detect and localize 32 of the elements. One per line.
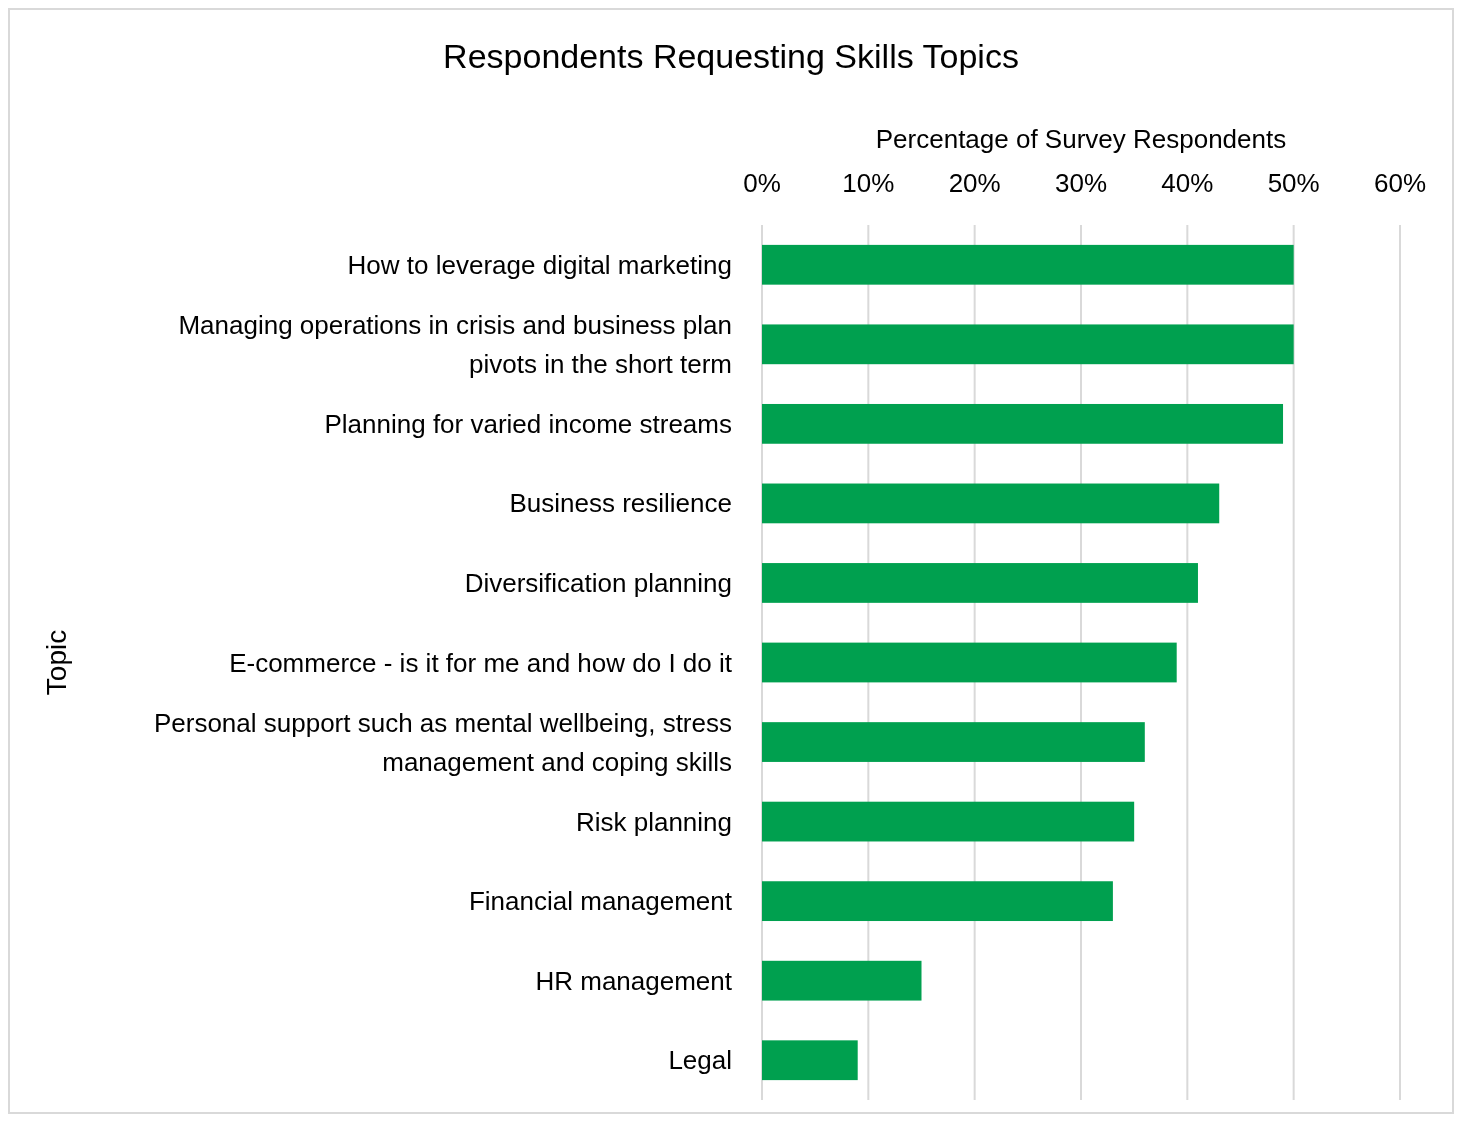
bar [762, 483, 1220, 524]
x-tick-label: 0% [743, 168, 781, 198]
bar [762, 403, 1284, 444]
x-tick-label: 40% [1161, 168, 1214, 198]
x-tick-label: 20% [948, 168, 1001, 198]
x-tick-label: 10% [842, 168, 895, 198]
y-tick-label: Managing operations in crisis and business plan pivots in the short term [178, 309, 732, 379]
x-tick-label: 30% [1054, 168, 1108, 198]
y-tick-label: How to leverage digital marketing [347, 249, 732, 280]
bar [762, 244, 1294, 285]
y-tick-label: Planning for varied income streams [324, 408, 732, 439]
y-tick-label: Financial management [468, 886, 733, 917]
bar [762, 563, 1198, 603]
y-tick-label: Personal support such as mental wellbeing, stress management and coping skills [153, 707, 732, 777]
x-tick-label: 50% [1267, 168, 1320, 198]
y-tick-label: E-commerce - is it for me and how do I do it [229, 647, 733, 678]
y-tick-label: Business resilience [509, 488, 732, 519]
bar [762, 324, 1294, 365]
bar [762, 881, 1113, 922]
bar [762, 722, 1145, 762]
x-axis-title: Percentage of Survey Respondents [875, 124, 1287, 154]
y-tick-label: Legal [668, 1045, 732, 1076]
bar [762, 1040, 858, 1081]
y-tick-label: Diversification planning [464, 567, 732, 598]
y-axis-title: Topic [41, 629, 72, 696]
x-tick-label: 60% [1373, 168, 1427, 198]
y-tick-label: HR management [535, 965, 733, 996]
bar [762, 801, 1135, 842]
bar [762, 642, 1177, 683]
chart-title: Respondents Requesting Skills Topics [443, 37, 1019, 75]
y-tick-label: Risk planning [575, 806, 732, 837]
bar [762, 960, 922, 1001]
